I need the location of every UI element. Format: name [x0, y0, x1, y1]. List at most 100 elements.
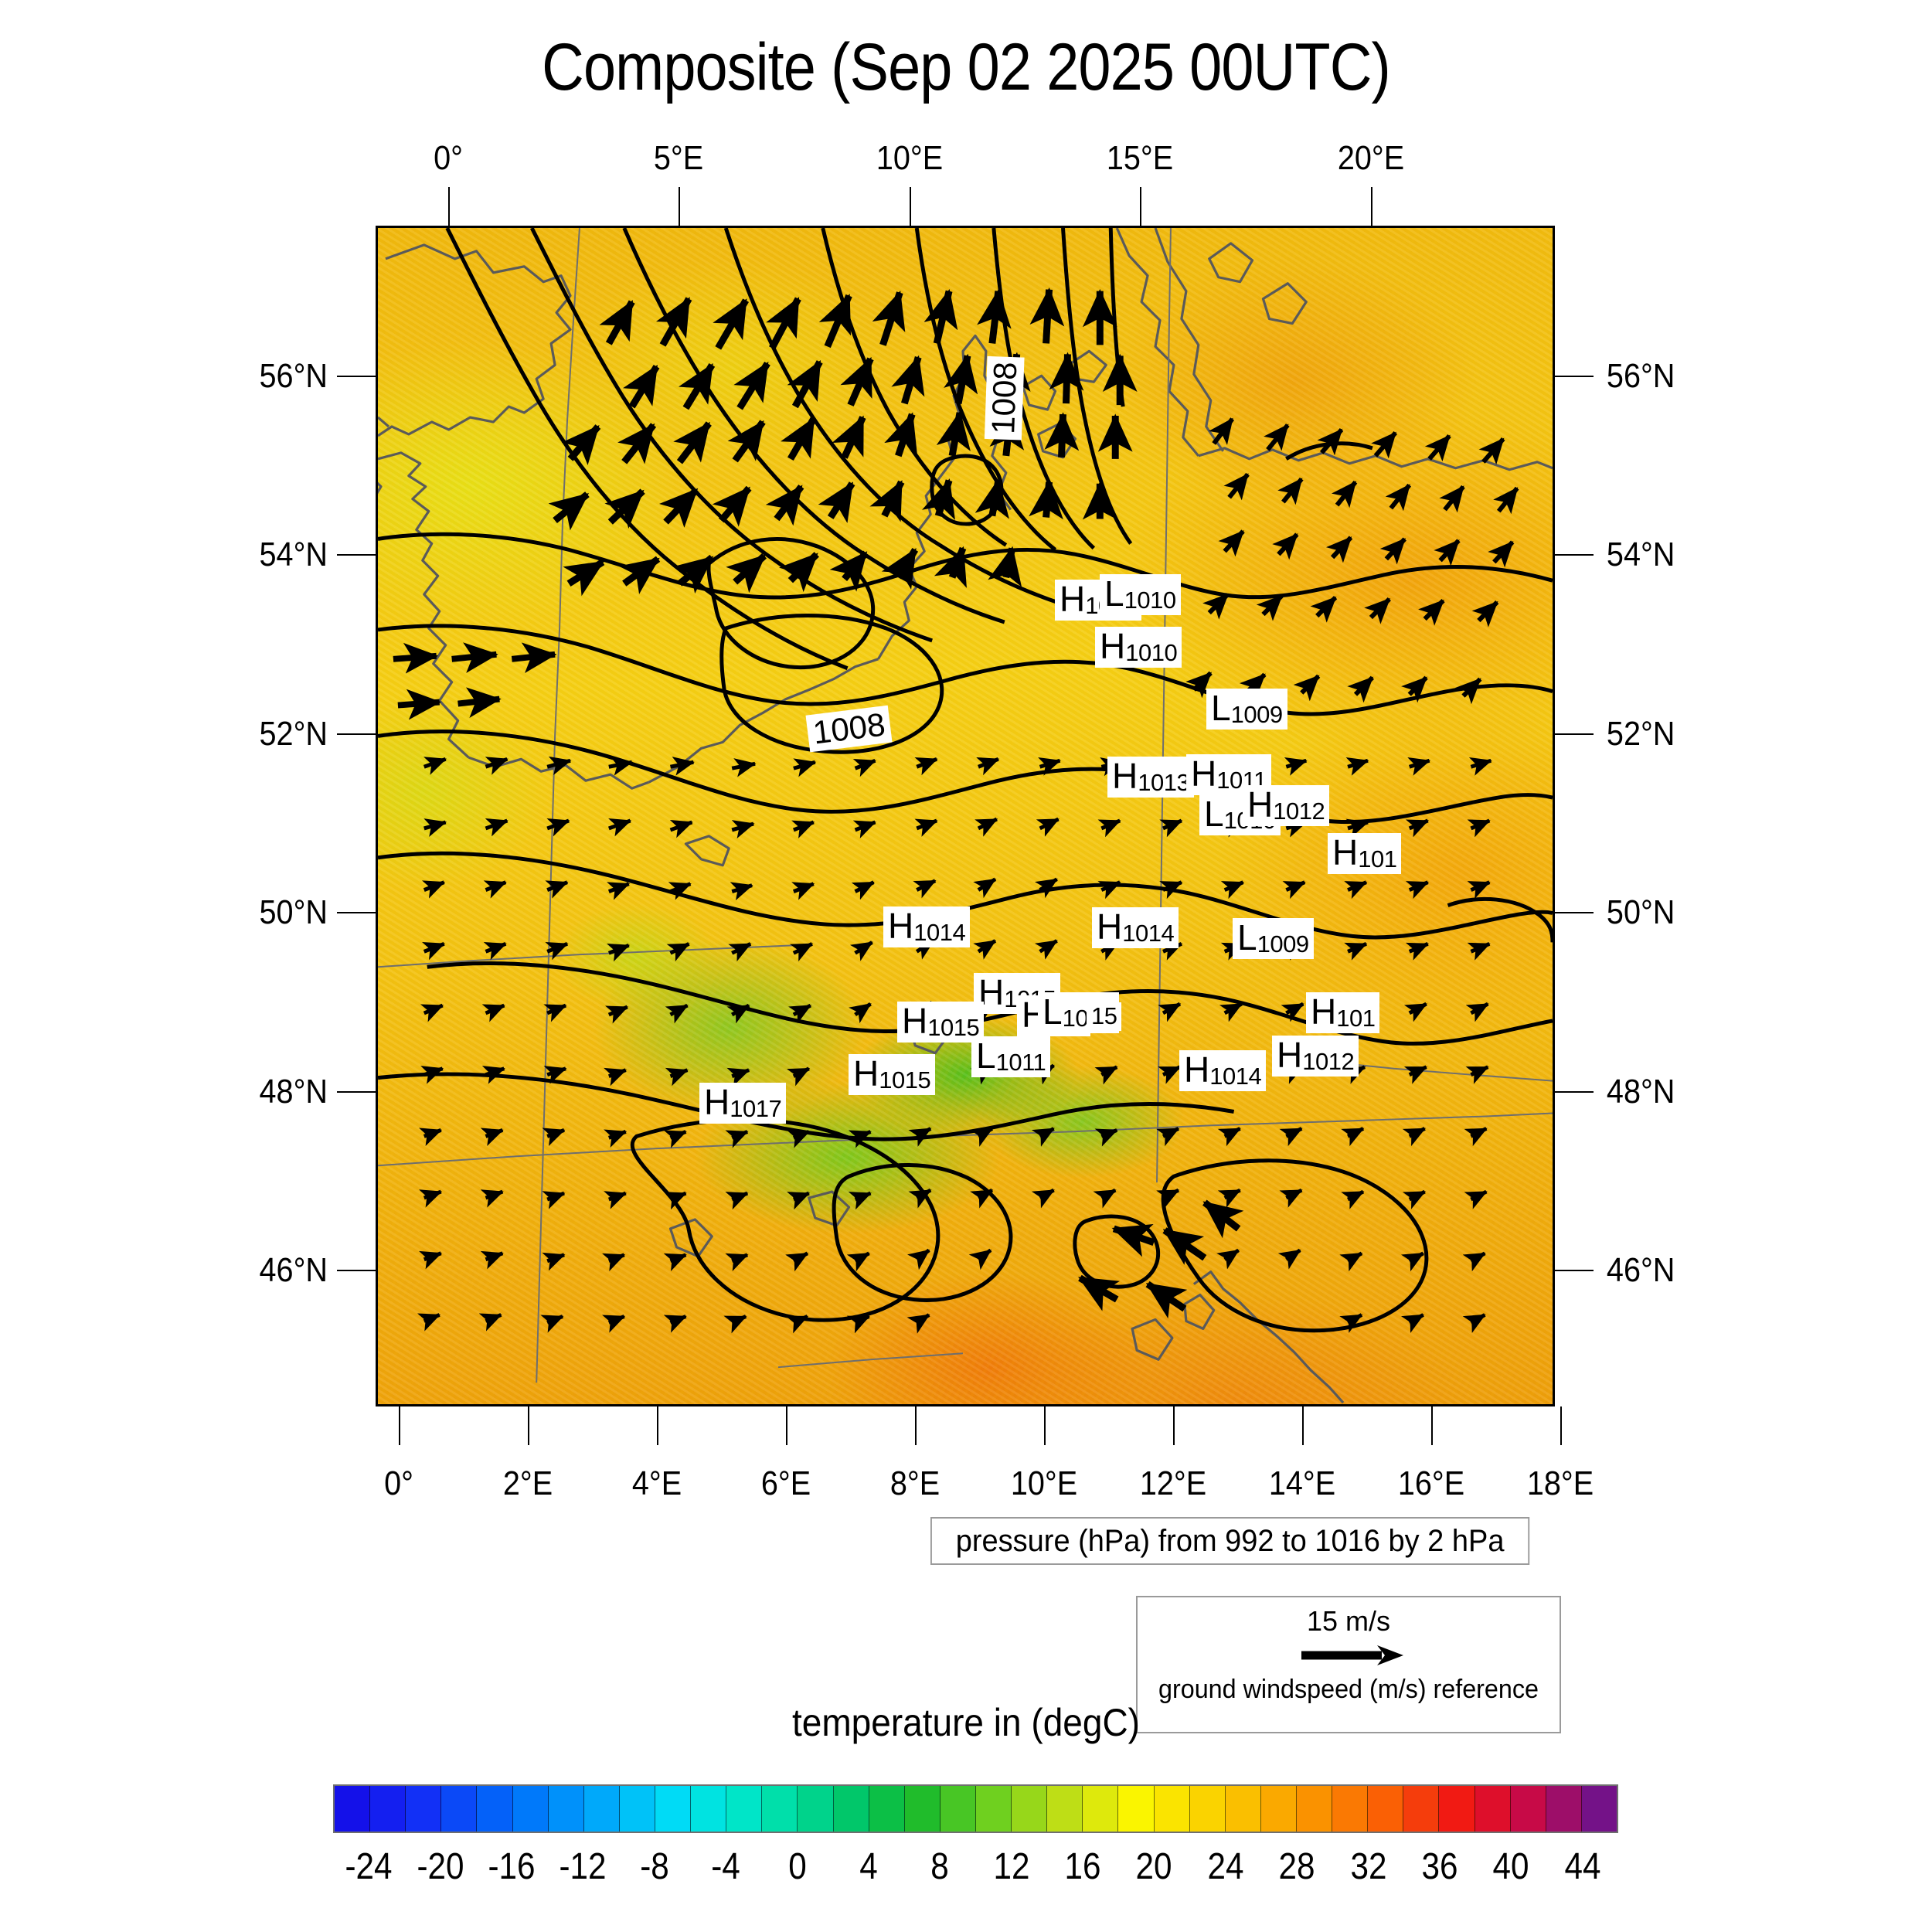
axis-tick-right — [1555, 912, 1594, 913]
pressure-legend: pressure (hPa) from 992 to 1016 by 2 hPa — [930, 1517, 1530, 1565]
axis-label-right-1: 54°N — [1606, 536, 1675, 573]
colorbar-cell — [940, 1786, 976, 1832]
colorbar-cell — [726, 1786, 763, 1832]
axis-label-left-2: 52°N — [259, 715, 328, 753]
pressure-center-h: H1017 — [699, 1083, 787, 1124]
colorbar-cell — [583, 1786, 620, 1832]
map-inner: 1008 1008 H1016 L1010 H1010 L1009 H1013 … — [378, 228, 1553, 1404]
axis-label-left-5: 46°N — [259, 1251, 328, 1289]
colorbar-ticks: -24 -20 -16 -12 -8 -4 0 4 8 12 16 20 24 28 32 36 40 44 — [333, 1845, 1618, 1900]
axis-tick-bottom — [1560, 1406, 1562, 1445]
pressure-center-l: L1010 — [1100, 574, 1181, 615]
axis-tick-right — [1555, 1270, 1594, 1271]
axis-tick-bottom — [1431, 1406, 1433, 1445]
colorbar-cell — [370, 1786, 406, 1832]
axis-tick-left — [337, 733, 376, 735]
axis-tick-bottom — [1302, 1406, 1304, 1445]
colorbar-tick-label: 40 — [1492, 1846, 1529, 1887]
colorbar-cell — [1439, 1786, 1475, 1832]
map-plot-area[interactable]: 1008 1008 H1016 L1010 H1010 L1009 H1013 … — [376, 226, 1555, 1406]
axis-tick-right — [1555, 1091, 1594, 1093]
axis-label-top-4: 20°E — [1337, 139, 1405, 177]
axis-label-bottom-8: 16°E — [1397, 1464, 1465, 1502]
pressure-center-h: 15 — [1087, 1002, 1122, 1031]
colorbar-cell — [1403, 1786, 1440, 1832]
axis-tick-top — [1371, 187, 1372, 226]
colorbar-tick-label: -20 — [417, 1846, 464, 1887]
axis-tick-right — [1555, 733, 1594, 735]
axis-label-bottom-7: 14°E — [1268, 1464, 1336, 1502]
axis-label-top-2: 10°E — [876, 139, 944, 177]
axis-tick-top — [1140, 187, 1141, 226]
colorbar-cell — [1118, 1786, 1155, 1832]
colorbar-tick-label: 12 — [993, 1846, 1030, 1887]
colorbar-tick-label: 8 — [930, 1846, 950, 1887]
colorbar-cell — [477, 1786, 513, 1832]
colorbar-cell — [1475, 1786, 1511, 1832]
colorbar-cell — [1154, 1786, 1190, 1832]
colorbar-tick-label: -24 — [345, 1846, 393, 1887]
colorbar-cell — [975, 1786, 1012, 1832]
axis-tick-right — [1555, 376, 1594, 377]
axis-tick-left — [337, 1091, 376, 1093]
axis-tick-right — [1555, 554, 1594, 556]
colorbar-cell — [1581, 1786, 1617, 1832]
colorbar-cell — [1012, 1786, 1048, 1832]
colorbar[interactable] — [333, 1784, 1618, 1833]
pressure-center-h: H101 — [1328, 833, 1402, 874]
colorbar-tick-label: 36 — [1421, 1846, 1458, 1887]
pressure-center-h: H1014 — [1179, 1050, 1267, 1091]
wind-legend-caption: ground windspeed (m/s) reference — [1158, 1675, 1539, 1704]
colorbar-cell — [1260, 1786, 1297, 1832]
axis-label-right-4: 48°N — [1606, 1073, 1675, 1111]
colorbar-cell — [798, 1786, 834, 1832]
pressure-center-h: H101 — [1306, 992, 1380, 1033]
axis-tick-bottom — [528, 1406, 529, 1445]
colorbar-tick-label: -12 — [559, 1846, 607, 1887]
colorbar-tick-label: 44 — [1564, 1846, 1601, 1887]
colorbar-cell — [619, 1786, 655, 1832]
axis-label-right-2: 52°N — [1606, 715, 1675, 753]
colorbar-cell — [548, 1786, 584, 1832]
axis-tick-left — [337, 376, 376, 377]
axis-label-right-0: 56°N — [1606, 357, 1675, 395]
pressure-center-h: H1014 — [1092, 907, 1179, 948]
colorbar-tick-label: 24 — [1207, 1846, 1244, 1887]
axis-tick-top — [448, 187, 450, 226]
pressure-center-h: H1012 — [1272, 1036, 1359, 1077]
axis-label-bottom-3: 6°E — [760, 1464, 811, 1502]
axis-label-left-0: 56°N — [259, 357, 328, 395]
axis-label-bottom-2: 4°E — [631, 1464, 682, 1502]
pressure-center-h: H1013 — [1107, 757, 1195, 798]
axis-label-left-4: 48°N — [259, 1073, 328, 1111]
wind-magnitude-label: 15 m/s — [1306, 1605, 1391, 1637]
colorbar-cell — [335, 1786, 371, 1832]
axis-tick-bottom — [786, 1406, 787, 1445]
axis-label-top-3: 15°E — [1106, 139, 1174, 177]
pressure-center-l: L1009 — [1206, 689, 1287, 730]
axis-label-bottom-4: 8°E — [889, 1464, 940, 1502]
axis-tick-bottom — [657, 1406, 658, 1445]
axis-label-bottom-6: 12°E — [1139, 1464, 1207, 1502]
axis-label-bottom-1: 2°E — [502, 1464, 553, 1502]
pressure-center-l: L1009 — [1233, 918, 1314, 959]
contour-label: 1008 — [984, 355, 1025, 440]
colorbar-cell — [441, 1786, 478, 1832]
pressure-center-h: H1015 — [897, 1002, 985, 1043]
axis-tick-bottom — [1173, 1406, 1175, 1445]
colorbar-tick-label: -4 — [711, 1846, 740, 1887]
axis-label-right-3: 50°N — [1606, 893, 1675, 931]
colorbar-tick-label: -16 — [488, 1846, 536, 1887]
pressure-center-h: H1010 — [1095, 627, 1182, 668]
axis-label-left-3: 50°N — [259, 893, 328, 931]
axis-tick-left — [337, 1270, 376, 1271]
colorbar-cell — [691, 1786, 727, 1832]
colorbar-cell — [1225, 1786, 1261, 1832]
colorbar-cell — [833, 1786, 869, 1832]
colorbar-cell — [1083, 1786, 1119, 1832]
axis-label-bottom-0: 0° — [384, 1464, 413, 1502]
page-title: Composite (Sep 02 2025 00UTC) — [542, 30, 1391, 104]
colorbar-tick-label: 4 — [859, 1846, 878, 1887]
country-borders — [378, 228, 1553, 1383]
